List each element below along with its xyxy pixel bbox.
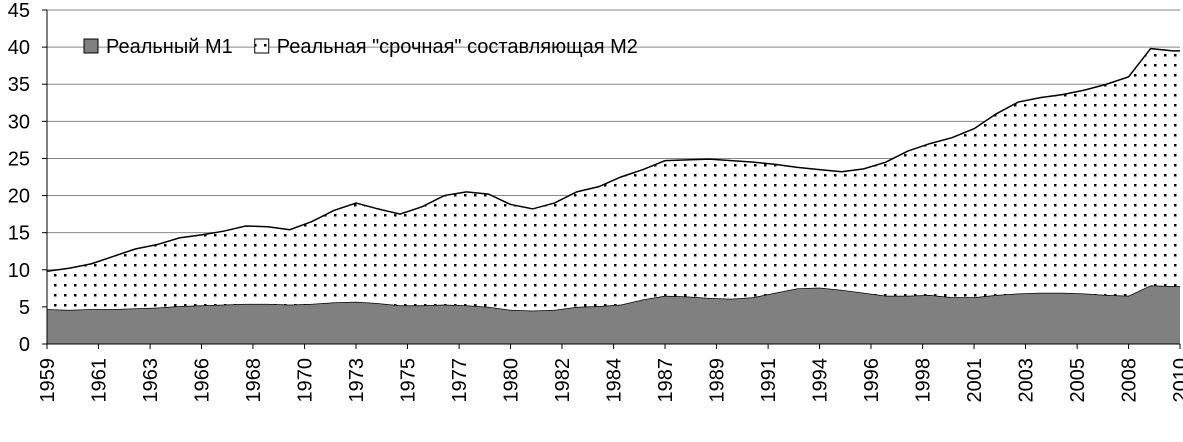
x-tick-label: 1973: [346, 358, 368, 403]
x-tick-label: 1959: [37, 358, 59, 403]
x-tick-label: 1994: [810, 358, 832, 403]
x-tick-label: 2008: [1119, 358, 1141, 403]
x-tick-label: 1980: [501, 358, 523, 403]
x-tick-label: 1998: [913, 358, 935, 403]
x-tick-label: 1977: [449, 358, 471, 403]
x-tick-label: 1966: [192, 358, 214, 403]
y-tick-label: 45: [8, 0, 30, 22]
x-tick-label: 1961: [88, 358, 110, 403]
y-tick-label: 20: [8, 186, 30, 208]
x-tick-label: 2010: [1170, 358, 1183, 403]
x-tick-label: 1982: [552, 358, 574, 403]
y-tick-label: 35: [8, 74, 30, 96]
y-tick-label: 5: [19, 297, 30, 319]
x-tick-label: 1970: [295, 358, 317, 403]
y-tick-label: 15: [8, 223, 30, 245]
x-tick-label: 1991: [758, 358, 780, 403]
area: [47, 48, 1180, 311]
x-tick-label: 2003: [1015, 358, 1037, 403]
x-tick-label: 2005: [1067, 358, 1089, 403]
area-edge: [46, 47, 1180, 273]
x-tick-label: 2001: [964, 358, 986, 403]
y-tick-label: 0: [19, 334, 30, 356]
legend-swatch: [254, 38, 270, 54]
x-tick-label: 1987: [655, 358, 677, 403]
x-tick-label: 1984: [604, 358, 626, 403]
x-tick-label: 1963: [140, 358, 162, 403]
y-tick-label: 40: [8, 37, 30, 59]
legend-swatch: [83, 38, 99, 54]
x-tick-label: 1989: [706, 358, 728, 403]
y-tick-label: 30: [8, 111, 30, 133]
x-tick-label: 1996: [861, 358, 883, 403]
y-tick-label: 10: [8, 260, 30, 282]
legend-label: Реальная "срочная" составляющая М2: [277, 36, 638, 58]
y-tick-label: 25: [8, 148, 30, 170]
legend-label: Реальный М1: [106, 36, 233, 58]
area: [47, 285, 1180, 344]
x-tick-label: 1968: [243, 358, 265, 403]
x-tick-label: 1975: [397, 358, 419, 403]
